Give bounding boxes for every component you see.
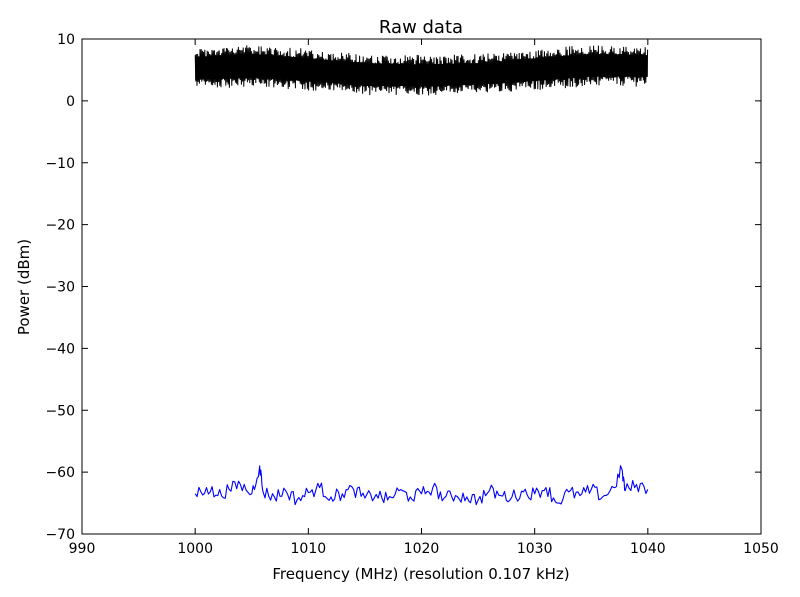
y-tick-label: −70: [45, 527, 75, 543]
x-tick-label: 1000: [177, 541, 213, 557]
series-layer: [194, 45, 649, 506]
y-tick-label: −60: [45, 465, 75, 481]
axes-background: [82, 39, 761, 534]
x-tick-label: 1040: [630, 541, 666, 557]
y-tick-label: 0: [66, 94, 75, 110]
x-tick-label: 1050: [743, 541, 779, 557]
y-tick-label: −50: [45, 403, 75, 419]
series-1-line: [194, 465, 649, 506]
plot-area: [81, 38, 762, 535]
x-tick-labels: 990 1000 1010 1020 1030 1040 1050: [69, 541, 779, 557]
y-axis-label: Power (dBm): [15, 239, 33, 335]
y-tick-label: −40: [45, 341, 75, 357]
y-tick-label: −10: [45, 156, 75, 172]
x-tick-label: 1020: [404, 541, 440, 557]
series-0-line: [194, 45, 649, 96]
y-tick-label: −30: [45, 280, 75, 296]
y-tick-labels: 10 0 −10 −20 −30 −40 −50 −60 −70: [45, 32, 75, 543]
x-tick-label: 1010: [291, 541, 327, 557]
y-tick-label: −20: [45, 218, 75, 234]
y-tick-label: 10: [57, 32, 75, 48]
x-axis-label: Frequency (MHz) (resolution 0.107 kHz): [272, 565, 569, 583]
x-tick-label: 990: [69, 541, 96, 557]
chart-title: Raw data: [379, 17, 463, 38]
x-tick-label: 1030: [517, 541, 553, 557]
tick-marks: [81, 38, 762, 535]
